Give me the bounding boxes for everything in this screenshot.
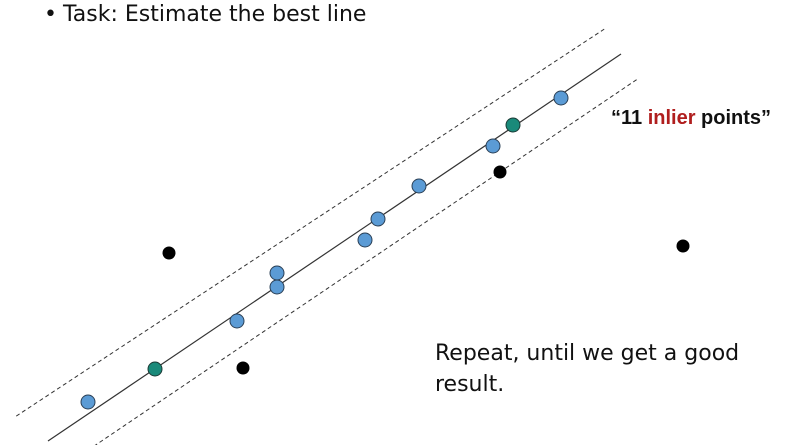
repeat-note: Repeat, until we get a good result. [435,341,740,397]
inlier-count: 11 [621,107,648,129]
outlier-point [236,361,250,375]
bullet-glyph: • [44,2,57,27]
inlier-point [370,211,386,227]
fitted-line [47,53,622,442]
sampled-point [505,117,521,133]
close-quote: ” [761,107,772,129]
task-text: Task: Estimate the best line [62,2,367,27]
open-quote: “ [611,107,621,129]
upper-threshold-line [15,28,605,417]
inlier-point [485,138,501,154]
inlier-point [411,178,427,194]
inlier-word: inlier [647,107,696,129]
inlier-point [269,279,285,295]
points-word: points [695,107,762,129]
task-bullet-line: • Task: Estimate the best line [44,2,366,27]
inlier-point [357,232,373,248]
outlier-point [676,239,690,253]
inlier-point [269,265,285,281]
outlier-point [162,246,176,260]
inlier-point [553,90,569,106]
sampled-point [147,361,163,377]
inlier-point [229,313,245,329]
inlier-point [80,394,96,410]
lower-threshold-line [94,78,639,445]
inlier-count-label: “11 inlier points” [611,107,771,130]
outlier-point [493,165,507,179]
